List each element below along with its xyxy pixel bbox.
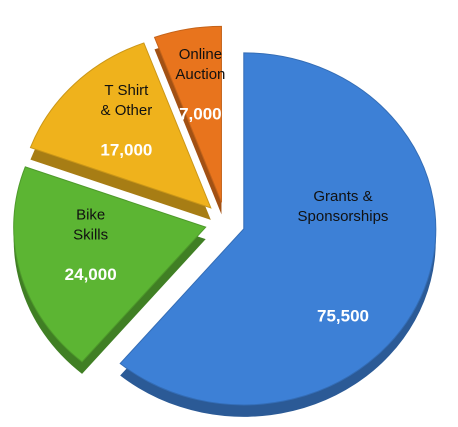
value-label: 7,000 [179, 104, 222, 123]
value-label: 24,000 [65, 265, 117, 284]
slice-faces [13, 25, 437, 406]
slice [153, 25, 222, 203]
value-label: 17,000 [100, 140, 152, 159]
slice [13, 166, 207, 363]
labels: Grants & Sponsorships 75,500 Bike Skills 24,0… [65, 46, 389, 326]
slice-label: Bike Skills [73, 206, 108, 243]
slice-label: Online Auction [175, 46, 225, 83]
value-label: 75,500 [317, 307, 369, 326]
slice [29, 42, 212, 209]
slice [119, 52, 437, 406]
slice-label: T Shirt & Other [101, 82, 153, 119]
slice-label: Grants & Sponsorships [298, 188, 389, 225]
